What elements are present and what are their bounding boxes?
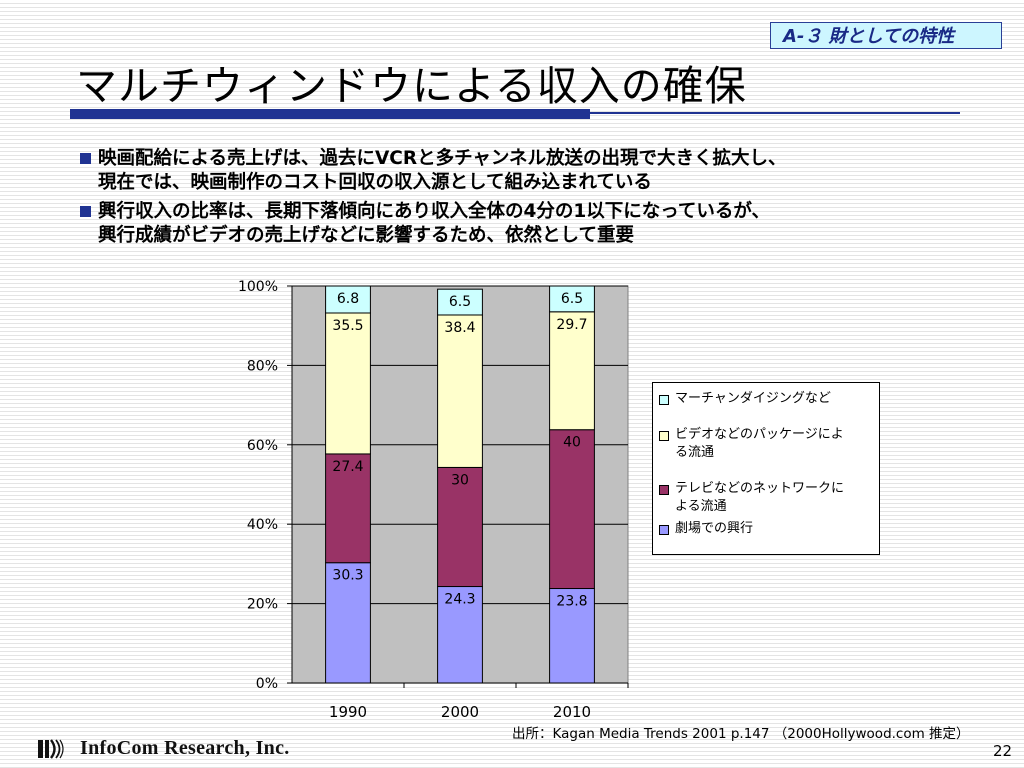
bar-segment [549, 285, 595, 313]
page-number: 22 [993, 742, 1013, 760]
square-bullet-icon [80, 206, 91, 217]
legend-swatch [659, 431, 669, 441]
legend-item: マーチャンダイジングなど [659, 390, 873, 408]
data-label: 24.3 [444, 592, 475, 608]
title-rule-thick [70, 109, 590, 119]
square-bullet-icon [80, 153, 91, 164]
data-label: 29.7 [556, 317, 587, 333]
page-title: マルチウィンドウによる収入の確保 [76, 62, 747, 110]
bar-segment [549, 588, 595, 684]
data-label: 6.8 [337, 291, 359, 307]
bullet-list: 映画配給による売上げは、過去にVCRと多チャンネル放送の出現で大きく拡大し、 現… [80, 147, 787, 253]
y-tick-label: 0% [256, 676, 278, 692]
y-tick-label: 60% [247, 438, 278, 454]
bullet-item-1: 映画配給による売上げは、過去にVCRと多チャンネル放送の出現で大きく拡大し、 現… [80, 147, 787, 195]
chart-legend: マーチャンダイジングなどビデオなどのパッケージによ る流通 テレビなどのネットワーク… [652, 382, 880, 555]
data-label: 35.5 [332, 318, 363, 334]
bar-segment [437, 314, 483, 468]
y-tick-label: 80% [247, 358, 278, 374]
legend-label: ビデオなどのパッケージによ る流通 [675, 427, 844, 460]
bullet-text: 興行成績がビデオの売上げなどに影響するため、依然として重要 [98, 225, 634, 246]
y-tick-label: 20% [247, 597, 278, 613]
bar-segment [437, 288, 483, 316]
bar-segment [325, 562, 371, 684]
legend-label: 劇場での興行 [675, 521, 754, 536]
data-label: 40 [563, 435, 581, 451]
legend-label: マーチャンダイジングなど [675, 391, 831, 406]
company-logo: InfoCom Research, Inc. [38, 737, 290, 760]
legend-item: 劇場での興行 [659, 520, 873, 538]
bar-segment [325, 285, 371, 314]
legend-item: テレビなどのネットワークに よる流通 [659, 480, 873, 516]
bar-segment [325, 312, 371, 455]
legend-swatch [659, 485, 669, 495]
legend-swatch [659, 395, 669, 405]
bar-segment [549, 311, 595, 431]
bar-segment [437, 586, 483, 684]
bar-segment [437, 466, 483, 588]
company-name: InfoCom Research, Inc. [80, 737, 290, 759]
title-rule-thin [590, 112, 960, 114]
data-label: 6.5 [561, 291, 583, 307]
legend-label: テレビなどのネットワークに よる流通 [675, 481, 845, 514]
data-label: 23.8 [556, 594, 587, 610]
bullet-text: 映画配給による売上げは、過去にVCRと多チャンネル放送の出現で大きく拡大し、 [98, 148, 787, 169]
y-tick-label: 100% [238, 279, 278, 295]
data-label: 38.4 [444, 320, 475, 336]
bar-segment [325, 453, 371, 564]
data-label: 30.3 [332, 568, 363, 584]
x-tick-label: 2000 [441, 703, 479, 721]
x-tick-label: 2010 [553, 703, 591, 721]
legend-swatch [659, 525, 669, 535]
bar-segment [549, 429, 595, 590]
bullet-item-2: 興行収入の比率は、長期下落傾向にあり収入全体の4分の1以下になっているが、 興行… [80, 200, 787, 248]
data-label: 30 [451, 472, 469, 488]
x-tick-label: 1990 [329, 703, 367, 721]
logo-mark-icon [38, 738, 64, 759]
data-label: 6.5 [449, 294, 471, 310]
data-label: 27.4 [332, 459, 363, 475]
source-note: 出所：Kagan Media Trends 2001 p.147 （2000Ho… [512, 726, 970, 742]
bullet-text: 現在では、映画制作のコスト回収の収入源として組み込まれている [98, 172, 652, 193]
section-tag: A-３ 財としての特性 [770, 22, 1002, 49]
bullet-text: 興行収入の比率は、長期下落傾向にあり収入全体の4分の1以下になっているが、 [98, 201, 770, 222]
legend-item: ビデオなどのパッケージによ る流通 [659, 426, 873, 462]
y-tick-label: 40% [247, 517, 278, 533]
